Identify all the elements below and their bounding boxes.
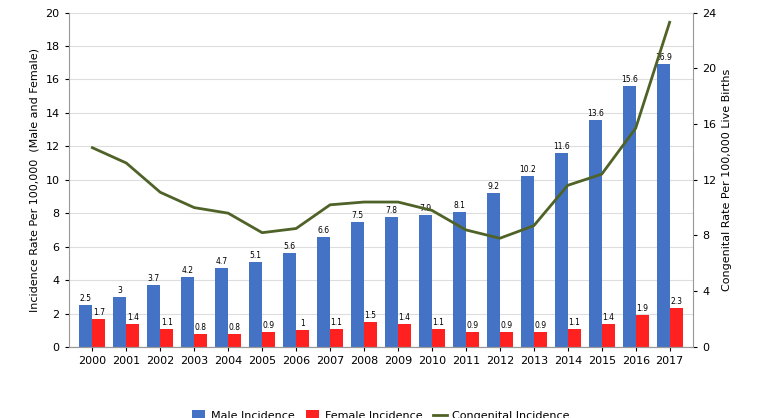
Text: 7.5: 7.5	[351, 211, 363, 219]
Text: 3.7: 3.7	[148, 274, 160, 283]
Bar	[500, 332, 513, 347]
Congenital Incidence	[190, 205, 199, 210]
Congenital Incidence	[292, 226, 301, 231]
Text: 5.6: 5.6	[283, 242, 296, 251]
Congenital Incidence	[461, 227, 470, 232]
Text: 1.7: 1.7	[93, 308, 105, 316]
Bar	[351, 222, 364, 347]
Bar	[181, 277, 194, 347]
Bar	[262, 332, 275, 347]
Bar	[568, 329, 581, 347]
Text: 0.9: 0.9	[534, 321, 546, 330]
Bar	[636, 315, 648, 347]
Text: 1.1: 1.1	[568, 318, 580, 326]
Bar	[126, 324, 139, 347]
Text: 1.1: 1.1	[161, 318, 173, 326]
Bar	[147, 285, 160, 347]
Congenital Incidence	[360, 199, 369, 204]
Bar	[466, 332, 479, 347]
Bar	[432, 329, 445, 347]
Bar	[249, 262, 262, 347]
Bar	[79, 305, 92, 347]
Text: 2.3: 2.3	[670, 298, 682, 306]
Line: Congenital Incidence: Congenital Incidence	[92, 22, 670, 238]
Bar	[555, 153, 568, 347]
Text: 0.8: 0.8	[229, 323, 241, 331]
Bar	[317, 237, 330, 347]
Text: 2.5: 2.5	[80, 294, 92, 303]
Text: 6.6: 6.6	[318, 226, 330, 234]
Bar	[330, 329, 343, 347]
Text: 1.1: 1.1	[433, 318, 444, 326]
Bar	[453, 212, 466, 347]
Text: 13.6: 13.6	[587, 109, 604, 117]
Bar	[398, 324, 411, 347]
Bar	[160, 329, 173, 347]
Bar	[589, 120, 602, 347]
Congenital Incidence	[325, 202, 335, 207]
Text: 7.8: 7.8	[386, 206, 398, 214]
Text: 10.2: 10.2	[519, 166, 536, 174]
Text: 3: 3	[117, 286, 122, 295]
Text: 0.9: 0.9	[500, 321, 512, 330]
Bar	[602, 324, 615, 347]
Congenital Incidence	[597, 172, 607, 177]
Bar	[521, 176, 534, 347]
Text: 4.7: 4.7	[216, 257, 228, 266]
Congenital Incidence	[258, 230, 267, 235]
Text: 15.6: 15.6	[621, 75, 638, 84]
Text: 1.4: 1.4	[126, 313, 139, 321]
Congenital Incidence	[393, 199, 402, 204]
Legend: Male Incidence, Female Incidence, Congenital Incidence: Male Incidence, Female Incidence, Congen…	[187, 406, 575, 418]
Bar	[534, 332, 546, 347]
Text: 0.8: 0.8	[194, 323, 207, 331]
Congenital Incidence	[563, 183, 572, 188]
Text: 4.2: 4.2	[182, 266, 194, 275]
Text: 1: 1	[300, 319, 305, 328]
Bar	[228, 334, 241, 347]
Congenital Incidence	[530, 223, 539, 228]
Bar	[623, 86, 636, 347]
Text: 11.6: 11.6	[553, 142, 570, 151]
Text: 1.4: 1.4	[602, 313, 614, 321]
Text: 16.9: 16.9	[655, 54, 671, 62]
Congenital Incidence	[631, 126, 640, 131]
Text: 1.1: 1.1	[331, 318, 342, 326]
Bar	[657, 64, 670, 347]
Text: 9.2: 9.2	[488, 182, 499, 191]
Text: 1.5: 1.5	[364, 311, 376, 320]
Bar	[92, 319, 105, 347]
Bar	[216, 268, 228, 347]
Text: 0.9: 0.9	[466, 321, 479, 330]
Text: 5.1: 5.1	[250, 251, 261, 260]
Congenital Incidence	[155, 190, 165, 195]
Bar	[283, 253, 296, 347]
Y-axis label: Congenital Rate Per 100,000 Live Births: Congenital Rate Per 100,000 Live Births	[722, 69, 732, 291]
Text: 1.9: 1.9	[636, 304, 648, 313]
Bar	[296, 330, 309, 347]
Bar	[194, 334, 207, 347]
Text: 1.4: 1.4	[399, 313, 411, 321]
Text: 8.1: 8.1	[453, 201, 466, 209]
Congenital Incidence	[495, 236, 504, 241]
Congenital Incidence	[223, 211, 232, 216]
Congenital Incidence	[122, 161, 131, 166]
Y-axis label: Incidence Rate Per 100,000  (Male and Female): Incidence Rate Per 100,000 (Male and Fem…	[30, 48, 40, 312]
Bar	[385, 217, 398, 347]
Congenital Incidence	[427, 208, 437, 213]
Bar	[670, 308, 683, 347]
Text: 0.9: 0.9	[263, 321, 274, 330]
Congenital Incidence	[665, 20, 674, 25]
Bar	[364, 322, 377, 347]
Bar	[487, 193, 500, 347]
Bar	[114, 297, 126, 347]
Bar	[419, 215, 432, 347]
Congenital Incidence	[88, 145, 97, 150]
Text: 7.9: 7.9	[419, 204, 431, 213]
